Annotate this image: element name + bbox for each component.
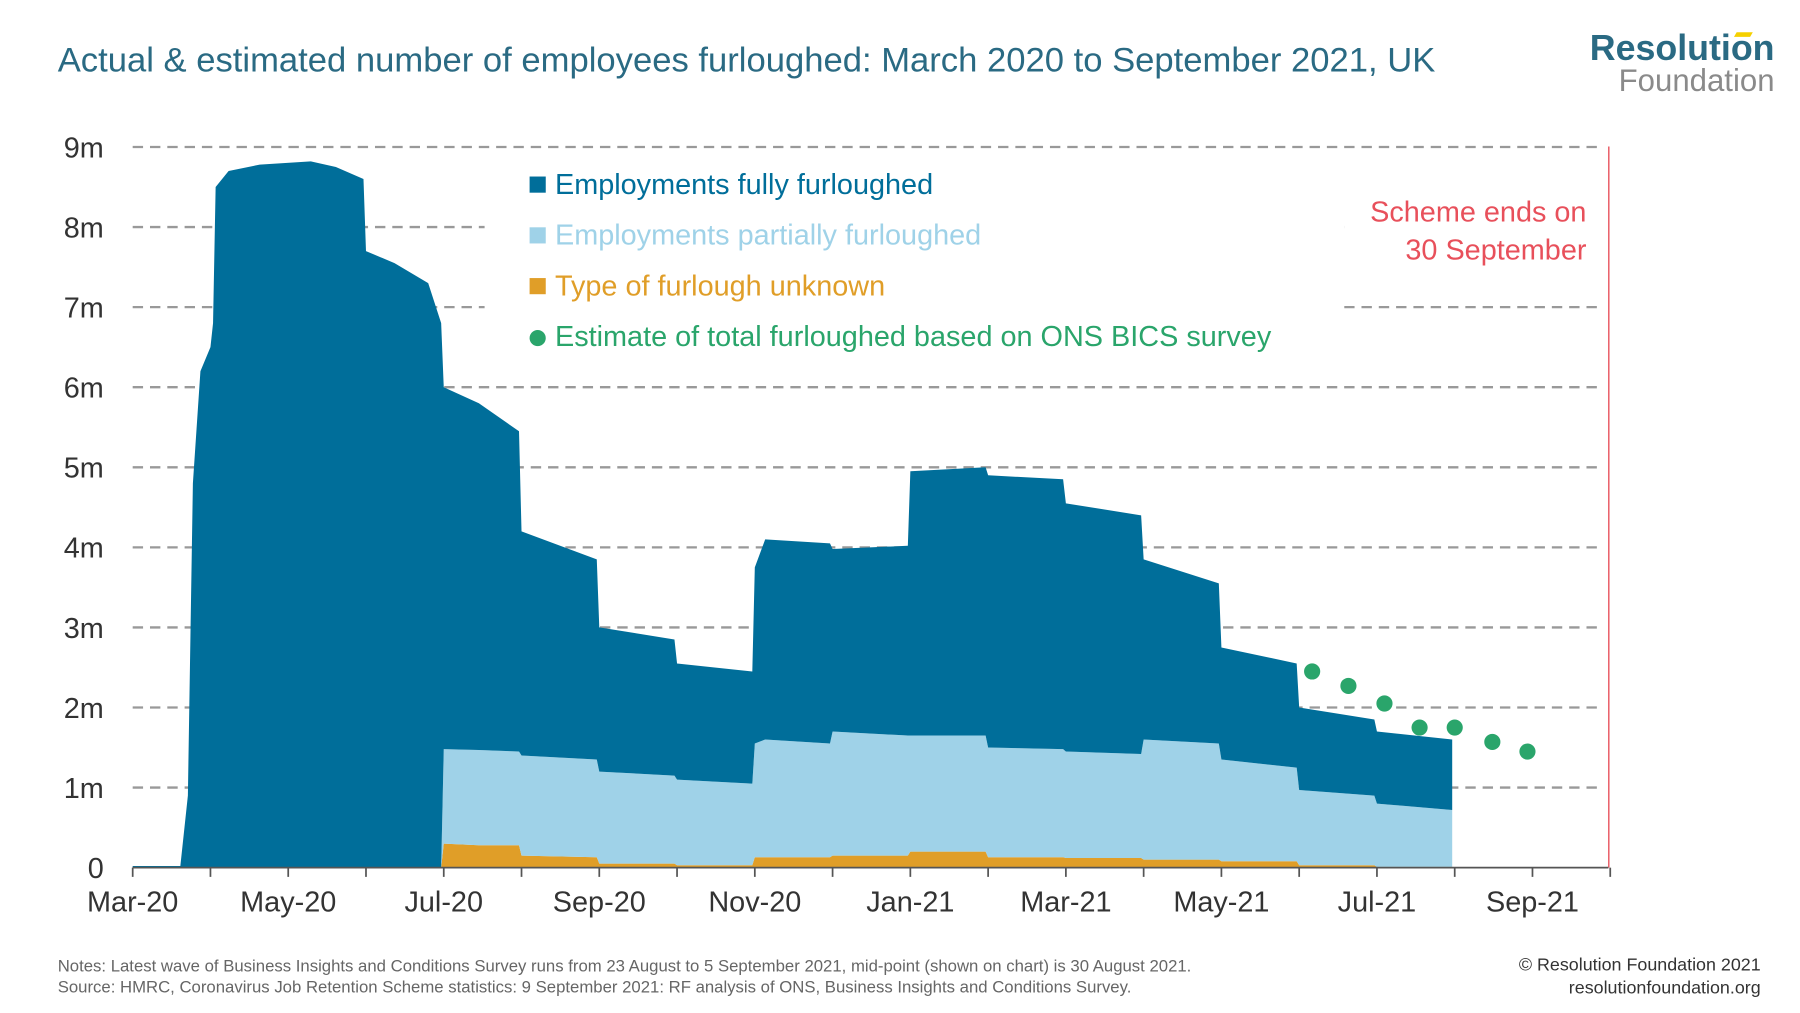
- x-tick-label: Sep-21: [1486, 887, 1579, 919]
- y-tick-label: 1m: [64, 773, 104, 805]
- estimate-point: [1340, 677, 1357, 694]
- area-full: [132, 161, 1453, 868]
- x-tick-label: May-20: [240, 887, 336, 919]
- y-tick-label: 9m: [64, 132, 104, 164]
- legend-label: Employments fully furloughed: [555, 169, 933, 201]
- legend-background: [484, 161, 1345, 358]
- copyright-block: © Resolution Foundation 2021 resolutionf…: [1519, 954, 1761, 1000]
- y-tick-label: 8m: [64, 212, 104, 244]
- website-text: resolutionfoundation.org: [1568, 978, 1761, 999]
- x-tick-label: Mar-21: [1020, 887, 1111, 919]
- estimate-point: [1446, 719, 1463, 736]
- estimate-point: [1484, 733, 1501, 751]
- notes-block: Notes: Latest wave of Business Insights …: [58, 957, 1192, 999]
- x-tick-label: May-21: [1173, 887, 1269, 919]
- y-tick-label: 2m: [64, 693, 104, 725]
- legend-swatch: [529, 227, 546, 244]
- annotation-text: 30 September: [1405, 235, 1586, 267]
- y-tick-label: 3m: [64, 613, 104, 645]
- legend-swatch: [529, 278, 546, 295]
- legend-dot: [529, 329, 546, 347]
- estimate-point: [1519, 743, 1536, 760]
- estimate-point: [1376, 695, 1393, 712]
- x-tick-label: Jul-20: [404, 887, 483, 919]
- resolution-foundation-logo: Resolution Foundation: [1590, 30, 1775, 97]
- annotation-background: [1344, 184, 1603, 277]
- logo-line2: Foundation: [1618, 63, 1775, 99]
- y-tick-label: 7m: [64, 293, 104, 325]
- x-tick-label: Jul-21: [1338, 887, 1417, 919]
- x-tick-label: Nov-20: [708, 887, 801, 919]
- x-tick-label: Jan-21: [866, 887, 954, 919]
- legend-swatch: [529, 176, 546, 193]
- legend-label: Estimate of total furloughed based on ON…: [555, 321, 1272, 353]
- legend-label: Employments partially furloughed: [555, 220, 981, 252]
- y-tick-label: 5m: [64, 453, 104, 485]
- chart-title: Actual & estimated number of employees f…: [57, 41, 1436, 80]
- annotation-text: Scheme ends on: [1370, 197, 1586, 229]
- estimate-point: [1304, 663, 1321, 680]
- legend-label: Type of furlough unknown: [555, 270, 885, 302]
- y-tick-label: 4m: [64, 533, 104, 565]
- source-text: Source: HMRC, Coronavirus Job Retention …: [57, 978, 1132, 997]
- x-tick-label: Mar-20: [87, 887, 178, 919]
- area-unknown: [132, 843, 1453, 868]
- y-tick-label: 6m: [64, 373, 104, 405]
- estimate-point: [1411, 719, 1428, 736]
- x-tick-label: Sep-20: [553, 887, 646, 919]
- copyright-text: © Resolution Foundation 2021: [1518, 955, 1761, 975]
- notes-text: Notes: Latest wave of Business Insights …: [57, 957, 1192, 977]
- y-tick-label: 0: [88, 853, 104, 885]
- area-partial: [132, 731, 1453, 868]
